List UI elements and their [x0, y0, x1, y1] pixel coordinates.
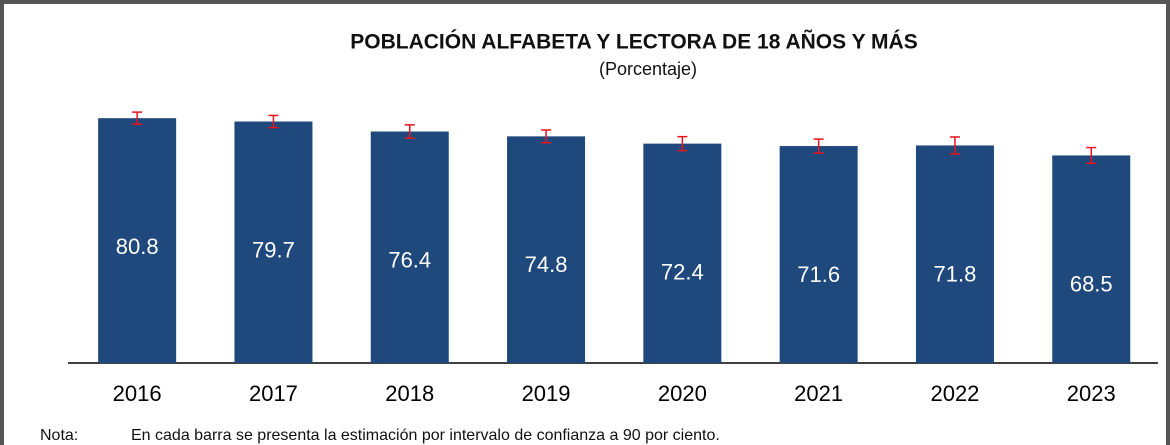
x-tick-label: 2019 [522, 381, 571, 406]
bar [643, 143, 722, 363]
note: En cada barra se presenta la estimación … [131, 427, 720, 444]
bar [507, 136, 586, 363]
bar [234, 121, 313, 363]
data-label: 72.4 [661, 259, 704, 284]
x-tick-label: 2016 [113, 381, 162, 406]
data-label: 68.5 [1070, 271, 1113, 296]
x-tick-label: 2018 [385, 381, 434, 406]
x-tick-label: 2021 [794, 381, 843, 406]
data-label: 74.8 [525, 252, 568, 277]
bar [915, 145, 994, 363]
x-tick-label: 2022 [930, 381, 979, 406]
x-tick-label: 2017 [249, 381, 298, 406]
bar [1052, 155, 1131, 363]
data-label: 79.7 [252, 237, 295, 262]
data-label: 80.8 [116, 234, 159, 259]
data-label: 71.8 [934, 261, 977, 286]
x-tick-label: 2023 [1067, 381, 1116, 406]
bar [98, 118, 177, 364]
data-label: 76.4 [388, 247, 431, 272]
bar [779, 146, 858, 363]
note-label: Nota: [40, 427, 78, 444]
bar [370, 131, 449, 363]
data-label: 71.6 [797, 262, 840, 287]
chart-subtitle: (Porcentaje) [599, 59, 697, 79]
chart-title: POBLACIÓN ALFABETA Y LECTORA DE 18 AÑOS … [350, 30, 917, 54]
x-tick-label: 2020 [658, 381, 707, 406]
